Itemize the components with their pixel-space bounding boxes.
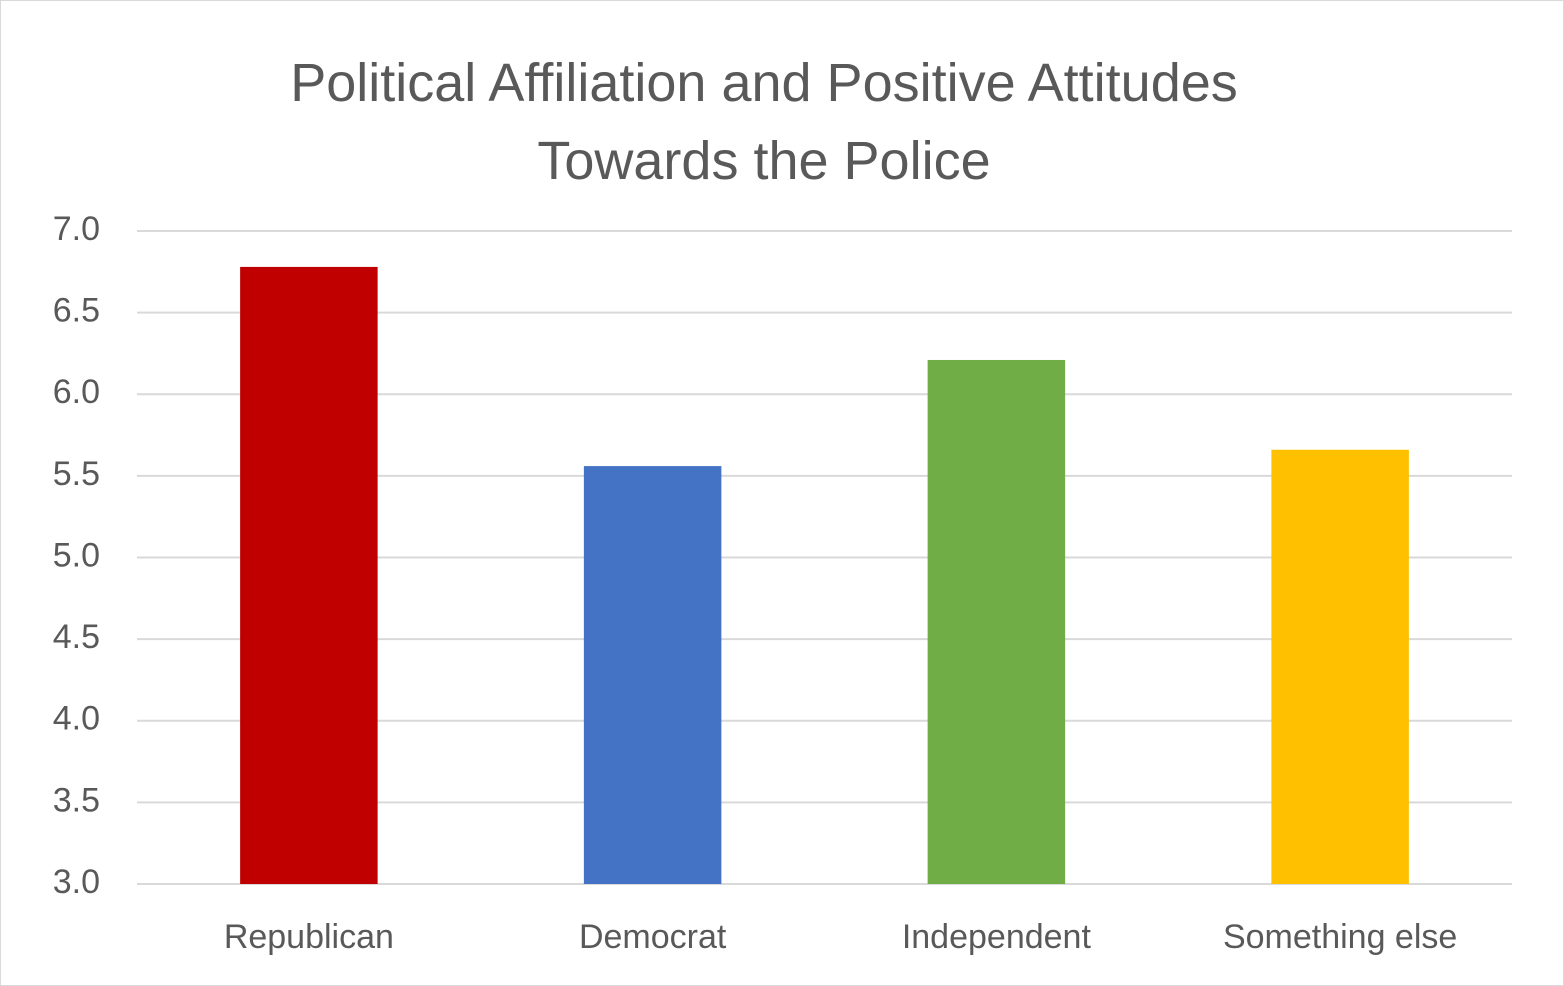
bar — [240, 266, 378, 884]
x-tick-label: Independent — [902, 918, 1092, 956]
bar — [1271, 449, 1409, 884]
y-tick-label: 5.0 — [53, 536, 100, 574]
x-tick-label: Democrat — [579, 918, 727, 956]
y-tick-label: 4.0 — [53, 700, 100, 738]
bar — [583, 466, 722, 884]
x-tick-label: Something else — [1223, 918, 1457, 956]
y-tick-label: 5.5 — [53, 455, 100, 493]
bar — [927, 359, 1066, 884]
y-tick-label: 7.0 — [53, 210, 100, 248]
x-tick-label: Republican — [224, 918, 394, 956]
y-tick-label: 3.0 — [53, 863, 100, 901]
y-tick-label: 6.0 — [53, 373, 100, 411]
chart-title: Political Affiliation and Positive Attit… — [290, 53, 1238, 191]
y-tick-label: 4.5 — [53, 618, 100, 656]
y-tick-label: 6.5 — [53, 292, 100, 330]
y-tick-label: 3.5 — [53, 781, 100, 819]
